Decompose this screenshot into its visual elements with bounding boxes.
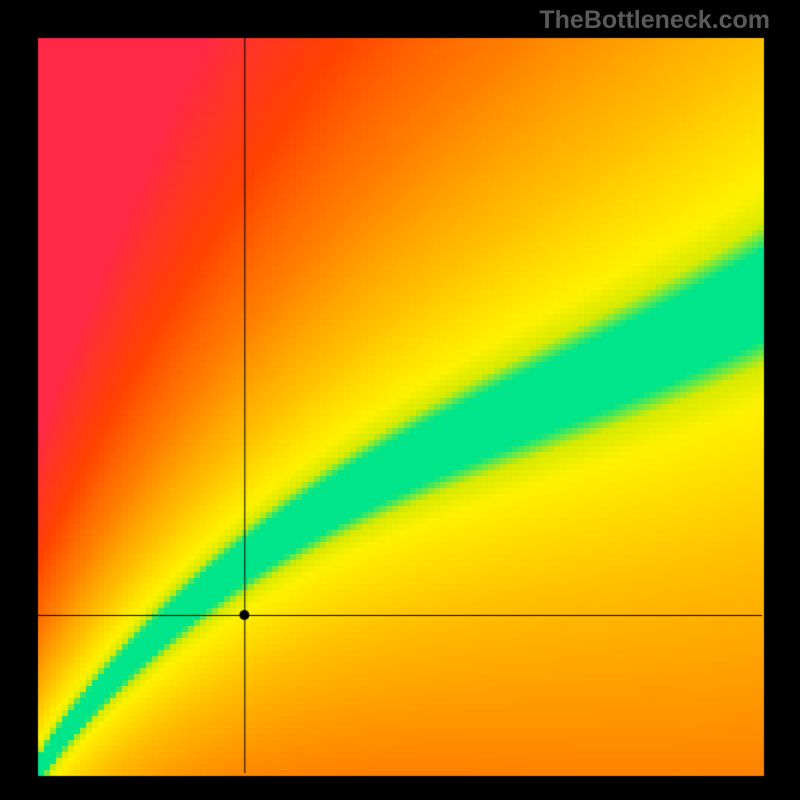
watermark-text: TheBottleneck.com: [539, 6, 770, 35]
bottleneck-heatmap: [0, 0, 800, 800]
chart-container: TheBottleneck.com: [0, 0, 800, 800]
